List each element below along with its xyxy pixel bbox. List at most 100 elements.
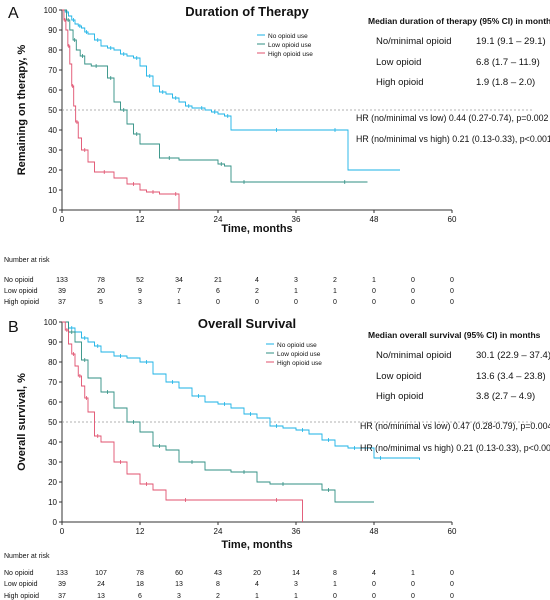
risk-cell: 6 <box>138 593 142 600</box>
risk-cell: 18 <box>136 581 144 588</box>
risk-cell: 9 <box>138 288 142 295</box>
risk-cell: 4 <box>255 581 259 588</box>
y-tick-label: 50 <box>48 418 57 427</box>
x-axis-label: Time, months <box>221 539 292 551</box>
x-tick-label: 60 <box>448 215 457 224</box>
legend-entry: No opioid use <box>277 342 317 349</box>
risk-cell: 133 <box>56 277 68 284</box>
median-group-label: Low opioid <box>376 57 421 68</box>
risk-table-title: Number at risk <box>4 257 50 264</box>
risk-row-label: Low opioid <box>4 581 38 588</box>
legend-entry: No opioid use <box>268 33 308 40</box>
median-value: 13.6 (3.4 – 23.8) <box>476 371 546 382</box>
y-tick-label: 30 <box>48 146 57 155</box>
median-value: 19.1 (9.1 – 29.1) <box>476 36 546 47</box>
legend-entry: Low opioid use <box>277 351 321 358</box>
x-tick-label: 0 <box>60 527 65 536</box>
risk-table-title: Number at risk <box>4 553 50 560</box>
km-curve-low-opioid <box>62 9 368 183</box>
risk-row-label: Low opioid <box>4 288 38 295</box>
stats-title: Median overall survival (95% CI) in mont… <box>368 330 541 340</box>
risk-row-label: High opioid <box>4 593 39 600</box>
risk-cell: 0 <box>372 299 376 306</box>
y-tick-label: 30 <box>48 458 57 467</box>
risk-cell: 0 <box>216 299 220 306</box>
risk-cell: 8 <box>333 570 337 577</box>
risk-cell: 2 <box>333 277 337 284</box>
risk-cell: 0 <box>411 288 415 295</box>
legend: No opioid use Low opioid use High opioid u… <box>257 33 313 58</box>
y-tick-label: 0 <box>53 518 58 527</box>
risk-cell: 7 <box>177 288 181 295</box>
risk-row-label: High opioid <box>4 299 39 306</box>
hazard-ratio: HR (no/minimal vs low) 0.44 (0.27-0.74),… <box>356 113 549 123</box>
risk-cell: 0 <box>372 593 376 600</box>
risk-cell: 0 <box>450 593 454 600</box>
risk-cell: 0 <box>450 570 454 577</box>
y-tick-label: 20 <box>48 166 57 175</box>
risk-cell: 1 <box>294 593 298 600</box>
risk-cell: 24 <box>97 581 105 588</box>
risk-cell: 34 <box>175 277 183 284</box>
stats-title: Median duration of therapy (95% CI) in m… <box>368 16 550 26</box>
risk-cell: 3 <box>294 277 298 284</box>
risk-cell: 0 <box>411 277 415 284</box>
risk-row-label: No opioid <box>4 277 34 284</box>
y-tick-label: 80 <box>48 358 57 367</box>
median-group-label: No/minimal opioid <box>376 350 452 361</box>
median-value: 3.8 (2.7 – 4.9) <box>476 391 535 402</box>
y-tick-label: 60 <box>48 398 57 407</box>
risk-cell: 78 <box>136 570 144 577</box>
hazard-ratio: HR (no/minimal vs high) 0.21 (0.13-0.33)… <box>360 443 550 453</box>
x-tick-label: 12 <box>136 215 145 224</box>
km-curve-high-opioid <box>62 321 303 522</box>
risk-cell: 1 <box>333 288 337 295</box>
risk-cell: 39 <box>58 288 66 295</box>
y-tick-label: 10 <box>48 186 57 195</box>
y-tick-label: 50 <box>48 106 57 115</box>
x-tick-label: 36 <box>292 527 301 536</box>
risk-cell: 0 <box>450 581 454 588</box>
x-tick-label: 60 <box>448 527 457 536</box>
panel-a: A Duration of Therapy01020304050607080901… <box>4 4 550 306</box>
y-tick-label: 40 <box>48 126 57 135</box>
risk-cell: 0 <box>294 299 298 306</box>
km-curve-no-opioid <box>62 9 400 171</box>
y-tick-label: 10 <box>48 498 57 507</box>
legend-entry: Low opioid use <box>268 42 312 49</box>
y-tick-label: 40 <box>48 438 57 447</box>
risk-row-label: No opioid <box>4 570 34 577</box>
risk-cell: 0 <box>450 277 454 284</box>
km-curve-no-opioid <box>62 321 420 460</box>
risk-cell: 0 <box>255 299 259 306</box>
panel-label: B <box>8 319 19 336</box>
risk-cell: 6 <box>216 288 220 295</box>
risk-cell: 0 <box>372 581 376 588</box>
risk-cell: 21 <box>214 277 222 284</box>
x-tick-label: 48 <box>370 527 379 536</box>
risk-cell: 0 <box>450 288 454 295</box>
legend-entry: High opioid use <box>277 360 322 367</box>
y-tick-label: 100 <box>44 318 58 327</box>
y-tick-label: 70 <box>48 66 57 75</box>
risk-cell: 1 <box>411 570 415 577</box>
legend-entry: High opioid use <box>268 51 313 58</box>
median-value: 1.9 (1.8 – 2.0) <box>476 77 535 88</box>
risk-cell: 5 <box>99 299 103 306</box>
median-group-label: No/minimal opioid <box>376 36 452 47</box>
risk-cell: 37 <box>58 593 66 600</box>
risk-cell: 107 <box>95 570 107 577</box>
x-tick-label: 36 <box>292 215 301 224</box>
y-tick-label: 90 <box>48 338 57 347</box>
legend: No opioid use Low opioid use High opioid u… <box>266 342 322 367</box>
risk-cell: 0 <box>333 593 337 600</box>
risk-cell: 2 <box>255 288 259 295</box>
median-group-label: High opioid <box>376 77 424 88</box>
risk-cell: 13 <box>175 581 183 588</box>
y-axis-label: Remaining on therapy, % <box>16 44 28 175</box>
x-tick-label: 48 <box>370 215 379 224</box>
risk-cell: 43 <box>214 570 222 577</box>
risk-cell: 4 <box>372 570 376 577</box>
panel-label: A <box>8 5 19 22</box>
risk-cell: 133 <box>56 570 68 577</box>
